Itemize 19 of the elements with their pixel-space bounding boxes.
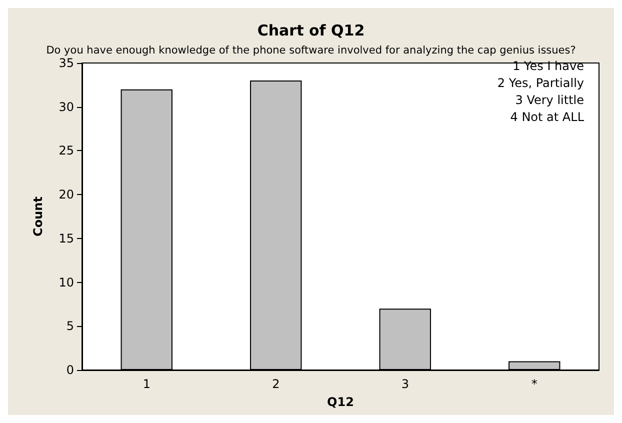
y-tick-label: 0: [66, 363, 74, 377]
x-tick-label: 2: [272, 377, 280, 391]
y-tick-label: 35: [58, 56, 74, 70]
y-tick-label: 20: [58, 188, 74, 202]
annotation: 4 Not at ALL: [510, 110, 584, 124]
x-tick-label: *: [531, 377, 538, 391]
y-tick-label: 25: [58, 144, 74, 158]
chart-subtitle: Do you have enough knowledge of the phone software involved for analyzing the cap genius issues?: [46, 44, 576, 56]
y-tick-label: 30: [58, 100, 74, 114]
y-tick-label: 5: [66, 319, 74, 334]
y-axis-title: Count: [31, 196, 45, 236]
x-tick-label: 1: [142, 377, 150, 391]
y-tick-label: 15: [58, 231, 74, 246]
chart-title: Chart of Q12: [257, 22, 365, 40]
annotation: 3 Very little: [515, 93, 584, 107]
x-tick-label: 3: [401, 377, 409, 391]
annotation: 2 Yes, Partially: [497, 76, 584, 90]
x-axis-title: Q12: [327, 395, 354, 409]
y-tick-label: 10: [58, 275, 74, 290]
